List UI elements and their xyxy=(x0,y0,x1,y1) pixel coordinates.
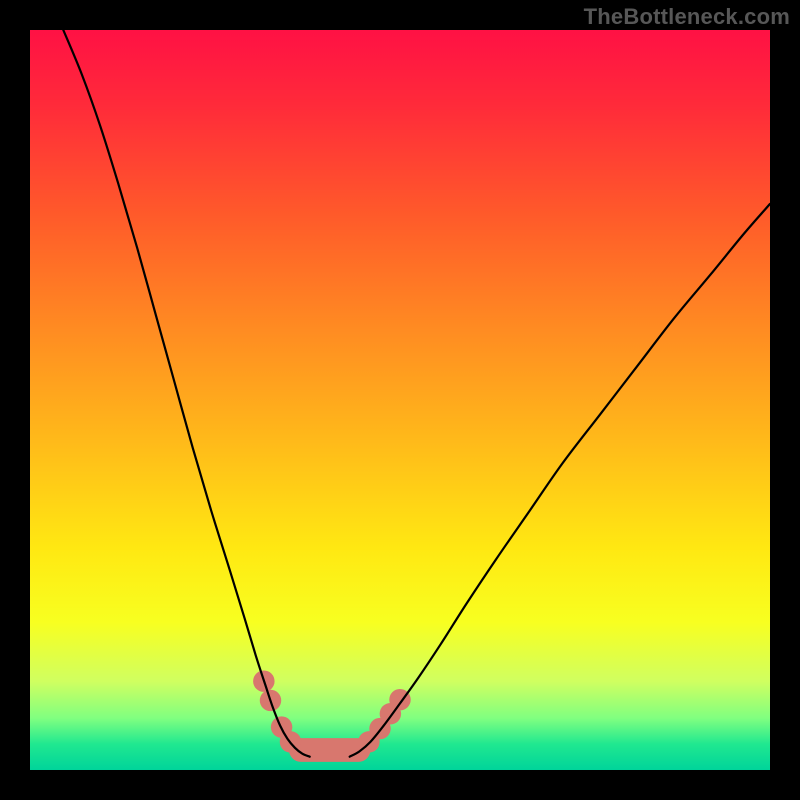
watermark-text: TheBottleneck.com xyxy=(584,4,790,30)
valley-blob-layer xyxy=(289,738,370,762)
frame: TheBottleneck.com xyxy=(0,0,800,800)
plot-area xyxy=(30,30,770,770)
chart-svg xyxy=(30,30,770,770)
gradient-background xyxy=(30,30,770,770)
valley-blob xyxy=(289,738,370,762)
